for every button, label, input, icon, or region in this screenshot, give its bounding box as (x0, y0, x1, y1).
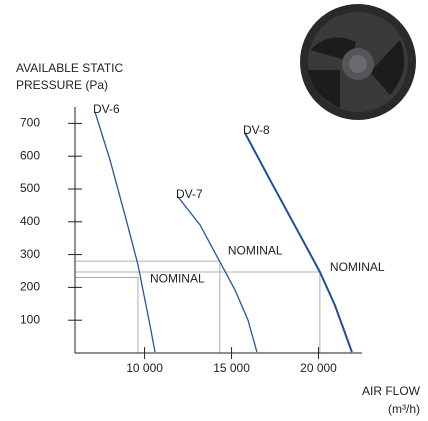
curve (177, 196, 258, 353)
series-label: DV-7 (176, 187, 203, 201)
x-axis-label: AIR FLOW (362, 384, 421, 398)
y-tick-label: 100 (20, 312, 40, 326)
curve (244, 132, 353, 353)
series-label: DV-6 (93, 102, 120, 116)
nominal-label: NOMINAL (228, 243, 283, 257)
y-tick-label: 600 (20, 148, 40, 162)
fan-image (300, 4, 416, 120)
series-label: DV-8 (243, 123, 270, 137)
y-tick-label: 400 (20, 214, 40, 228)
x-tick-label: 20 000 (300, 361, 337, 375)
y-tick-label: 700 (20, 116, 40, 130)
x-tick-label: 10 000 (126, 361, 163, 375)
curve (94, 111, 156, 353)
x-axis-label: (m³/h) (388, 402, 420, 416)
y-tick-label: 200 (20, 280, 40, 294)
nominal-label: NOMINAL (330, 260, 385, 274)
y-axis-label: AVAILABLE STATIC (16, 61, 123, 75)
y-tick-label: 300 (20, 247, 40, 261)
y-tick-label: 500 (20, 181, 40, 195)
y-axis-label: PRESSURE (Pa) (16, 78, 108, 92)
nominal-label: NOMINAL (150, 272, 205, 286)
x-tick-label: 15 000 (213, 361, 250, 375)
